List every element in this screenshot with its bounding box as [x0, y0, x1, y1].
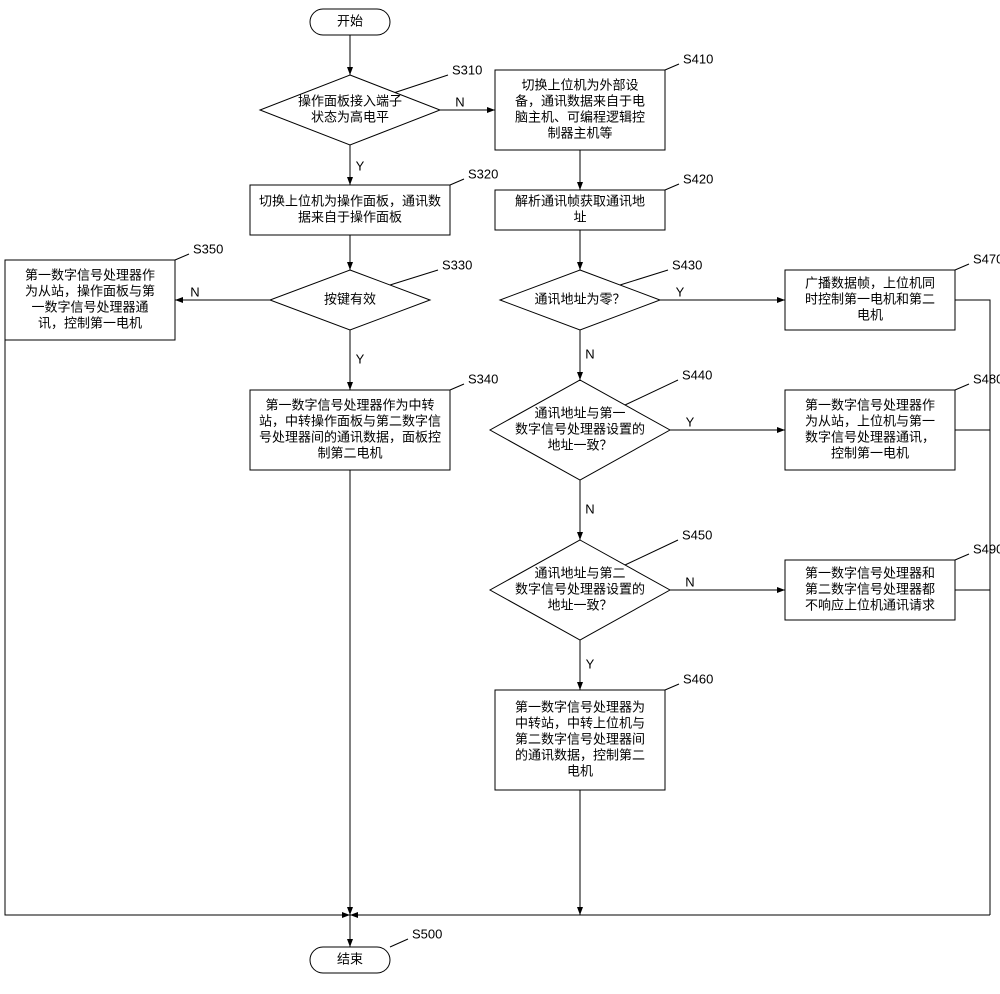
- svg-text:Y: Y: [676, 284, 685, 299]
- svg-text:第一数字信号处理器作: 第一数字信号处理器作: [805, 397, 935, 412]
- step-label: S450: [682, 527, 712, 542]
- step-label: S410: [683, 51, 713, 66]
- svg-text:不响应上位机通讯请求: 不响应上位机通讯请求: [805, 597, 935, 612]
- svg-text:Y: Y: [686, 414, 695, 429]
- svg-text:状态为高电平: 状态为高电平: [311, 109, 389, 124]
- svg-text:N: N: [585, 501, 594, 516]
- step-label: S340: [468, 371, 498, 386]
- step-label: S320: [468, 166, 498, 181]
- svg-text:数字信号处理器通讯，: 数字信号处理器通讯，: [805, 429, 935, 444]
- svg-text:通讯地址为零？: 通讯地址为零？: [534, 291, 625, 306]
- svg-text:通讯地址与第二: 通讯地址与第二: [534, 565, 625, 580]
- svg-text:脑主机、可编程逻辑控: 脑主机、可编程逻辑控: [515, 109, 645, 124]
- svg-text:开始: 开始: [337, 13, 363, 28]
- svg-text:站，中转操作面板与第二数字信: 站，中转操作面板与第二数字信: [259, 413, 441, 428]
- step-label: S350: [193, 241, 223, 256]
- svg-text:Y: Y: [356, 158, 365, 173]
- svg-text:N: N: [585, 346, 594, 361]
- flowchart-svg: Y N Y N N Y N Y Y N 开始操作面板接入端子状态为高电平 S310 切换上位机为操作面板…: [0, 0, 1000, 994]
- svg-text:地址一致？: 地址一致？: [547, 437, 612, 452]
- svg-text:第一数字信号处理器为: 第一数字信号处理器为: [515, 699, 645, 714]
- svg-text:地址一致？: 地址一致？: [547, 597, 612, 612]
- svg-text:中转站，中转上位机与: 中转站，中转上位机与: [515, 715, 645, 730]
- svg-text:的通讯数据，控制第二: 的通讯数据，控制第二: [515, 747, 645, 762]
- step-label: S500: [412, 926, 442, 941]
- svg-text:第二数字信号处理器都: 第二数字信号处理器都: [805, 581, 935, 596]
- svg-text:电机: 电机: [567, 763, 593, 778]
- step-label: S470: [973, 251, 1000, 266]
- svg-text:Y: Y: [586, 656, 595, 671]
- svg-text:制器主机等: 制器主机等: [547, 125, 612, 140]
- svg-text:电机: 电机: [857, 307, 883, 322]
- step-label: S330: [442, 257, 472, 272]
- svg-text:数字信号处理器设置的: 数字信号处理器设置的: [515, 421, 645, 436]
- svg-text:号处理器间的通讯数据，面板控: 号处理器间的通讯数据，面板控: [259, 429, 441, 444]
- svg-text:为从站，上位机与第一: 为从站，上位机与第一: [805, 413, 935, 428]
- svg-text:操作面板接入端子: 操作面板接入端子: [298, 93, 402, 108]
- svg-text:第一数字信号处理器作: 第一数字信号处理器作: [25, 267, 155, 282]
- svg-text:备，通讯数据来自于电: 备，通讯数据来自于电: [515, 93, 645, 108]
- svg-text:一数字信号处理器通: 一数字信号处理器通: [31, 299, 148, 314]
- svg-text:N: N: [455, 94, 464, 109]
- svg-text:通讯地址与第一: 通讯地址与第一: [534, 405, 625, 420]
- svg-text:讯，控制第一电机: 讯，控制第一电机: [38, 315, 142, 330]
- svg-text:第二数字信号处理器间: 第二数字信号处理器间: [515, 731, 645, 746]
- svg-text:址: 址: [573, 209, 586, 224]
- svg-text:据来自于操作面板: 据来自于操作面板: [298, 209, 402, 224]
- svg-text:制第二电机: 制第二电机: [317, 445, 382, 460]
- svg-text:N: N: [685, 574, 694, 589]
- step-label: S490: [973, 541, 1000, 556]
- step-label: S420: [683, 171, 713, 186]
- svg-text:控制第一电机: 控制第一电机: [831, 445, 909, 460]
- svg-text:为从站，操作面板与第: 为从站，操作面板与第: [25, 283, 155, 298]
- step-label: S310: [452, 62, 482, 77]
- svg-text:N: N: [190, 284, 199, 299]
- step-label: S480: [973, 371, 1000, 386]
- svg-text:数字信号处理器设置的: 数字信号处理器设置的: [515, 581, 645, 596]
- svg-text:第一数字信号处理器和: 第一数字信号处理器和: [805, 565, 935, 580]
- svg-text:解析通讯帧获取通讯地: 解析通讯帧获取通讯地: [515, 193, 645, 208]
- svg-text:切换上位机为操作面板，通讯数: 切换上位机为操作面板，通讯数: [259, 193, 441, 208]
- svg-text:时控制第一电机和第二: 时控制第一电机和第二: [805, 291, 935, 306]
- step-label: S440: [682, 367, 712, 382]
- step-label: S460: [683, 671, 713, 686]
- step-label: S430: [672, 257, 702, 272]
- svg-text:广播数据帧，上位机同: 广播数据帧，上位机同: [805, 275, 935, 290]
- svg-text:Y: Y: [356, 351, 365, 366]
- svg-text:结束: 结束: [337, 951, 363, 966]
- svg-text:切换上位机为外部设: 切换上位机为外部设: [521, 77, 638, 92]
- edge: [955, 300, 990, 915]
- svg-text:第一数字信号处理器作为中转: 第一数字信号处理器作为中转: [265, 397, 434, 412]
- svg-text:按键有效: 按键有效: [324, 291, 376, 306]
